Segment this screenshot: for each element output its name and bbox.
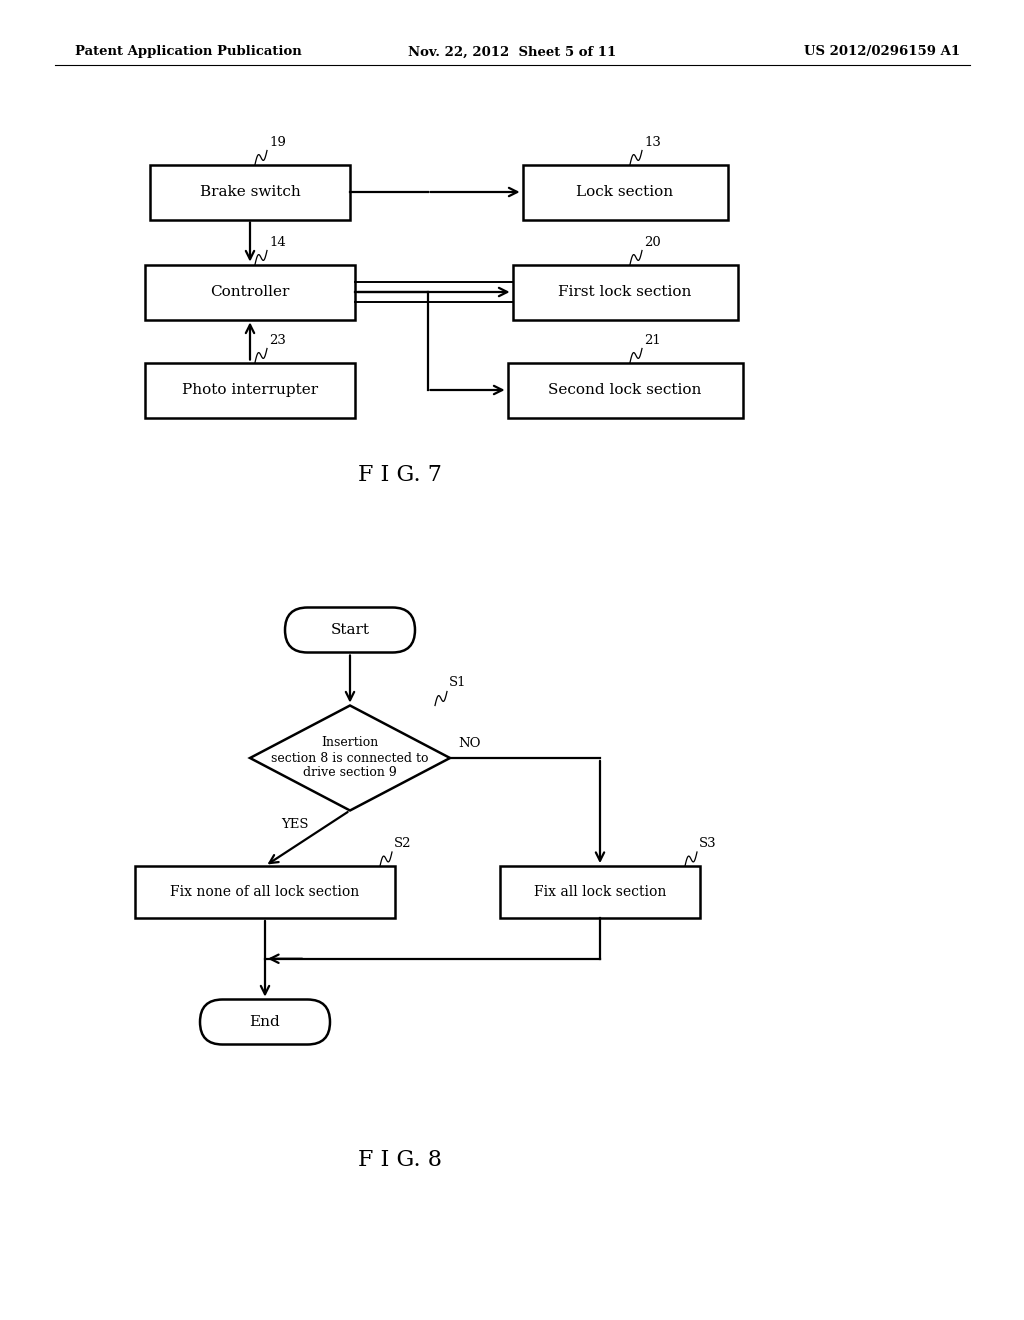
Text: Lock section: Lock section bbox=[577, 185, 674, 199]
Text: 14: 14 bbox=[269, 235, 286, 248]
Text: Patent Application Publication: Patent Application Publication bbox=[75, 45, 302, 58]
Text: S1: S1 bbox=[449, 676, 467, 689]
Bar bbox=[145, 363, 355, 417]
Text: Insertion
section 8 is connected to
drive section 9: Insertion section 8 is connected to driv… bbox=[271, 737, 429, 780]
Text: Brake switch: Brake switch bbox=[200, 185, 300, 199]
Bar bbox=[145, 264, 355, 319]
Text: Photo interrupter: Photo interrupter bbox=[182, 383, 318, 397]
Text: Nov. 22, 2012  Sheet 5 of 11: Nov. 22, 2012 Sheet 5 of 11 bbox=[408, 45, 616, 58]
FancyBboxPatch shape bbox=[285, 607, 415, 652]
Bar bbox=[508, 363, 742, 417]
Text: F I G. 7: F I G. 7 bbox=[358, 465, 442, 486]
FancyBboxPatch shape bbox=[200, 999, 330, 1044]
Bar bbox=[522, 165, 727, 219]
Text: 20: 20 bbox=[644, 235, 660, 248]
Text: Fix none of all lock section: Fix none of all lock section bbox=[170, 884, 359, 899]
Bar bbox=[135, 866, 395, 917]
Text: Fix all lock section: Fix all lock section bbox=[534, 884, 667, 899]
Bar bbox=[150, 165, 350, 219]
Text: Controller: Controller bbox=[210, 285, 290, 300]
Text: Start: Start bbox=[331, 623, 370, 638]
Polygon shape bbox=[250, 705, 450, 810]
Text: F I G. 8: F I G. 8 bbox=[358, 1148, 442, 1171]
Text: 21: 21 bbox=[644, 334, 660, 346]
Text: US 2012/0296159 A1: US 2012/0296159 A1 bbox=[804, 45, 961, 58]
Text: 13: 13 bbox=[644, 136, 660, 149]
Text: End: End bbox=[250, 1015, 281, 1030]
Text: NO: NO bbox=[458, 737, 480, 750]
Text: S3: S3 bbox=[699, 837, 717, 850]
Bar bbox=[512, 264, 737, 319]
Text: Second lock section: Second lock section bbox=[548, 383, 701, 397]
Text: 19: 19 bbox=[269, 136, 286, 149]
Bar bbox=[500, 866, 700, 917]
Text: 23: 23 bbox=[269, 334, 286, 346]
Text: First lock section: First lock section bbox=[558, 285, 691, 300]
Text: YES: YES bbox=[282, 818, 309, 832]
Text: S2: S2 bbox=[394, 837, 412, 850]
